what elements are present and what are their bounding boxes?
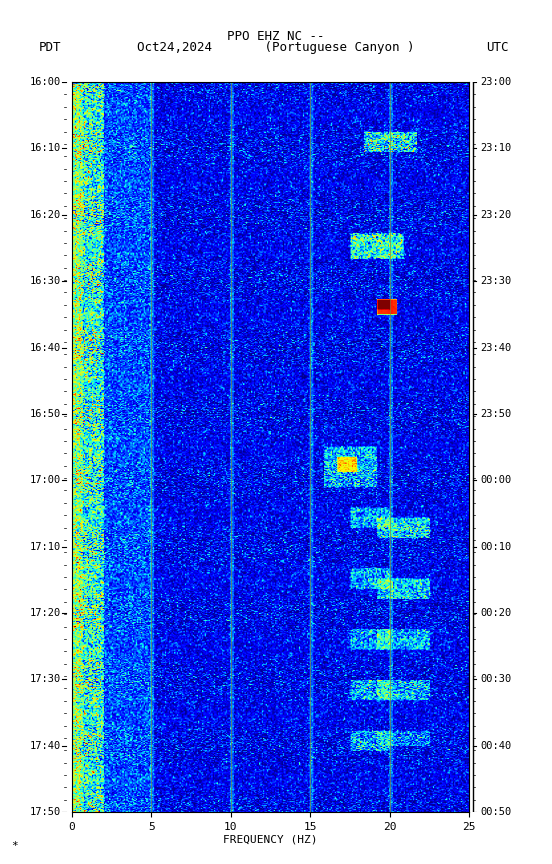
Text: *: * bbox=[11, 841, 18, 851]
Text: 16:30: 16:30 bbox=[30, 276, 61, 286]
Text: 23:50: 23:50 bbox=[480, 409, 511, 419]
Text: 23:30: 23:30 bbox=[480, 276, 511, 286]
Text: 16:10: 16:10 bbox=[30, 143, 61, 154]
Text: 00:50: 00:50 bbox=[480, 807, 511, 817]
Text: 17:10: 17:10 bbox=[30, 542, 61, 552]
Text: 16:20: 16:20 bbox=[30, 210, 61, 219]
Text: 00:00: 00:00 bbox=[480, 475, 511, 486]
Text: PPO EHZ NC --: PPO EHZ NC -- bbox=[227, 30, 325, 43]
Text: 16:50: 16:50 bbox=[30, 409, 61, 419]
Text: Oct24,2024       (Portuguese Canyon ): Oct24,2024 (Portuguese Canyon ) bbox=[137, 41, 415, 54]
Text: 00:20: 00:20 bbox=[480, 608, 511, 618]
Text: 17:50: 17:50 bbox=[30, 807, 61, 817]
Text: 17:40: 17:40 bbox=[30, 740, 61, 751]
Text: 17:20: 17:20 bbox=[30, 608, 61, 618]
Text: UTC: UTC bbox=[486, 41, 508, 54]
Text: 23:00: 23:00 bbox=[480, 77, 511, 87]
Text: 17:00: 17:00 bbox=[30, 475, 61, 486]
Text: 00:10: 00:10 bbox=[480, 542, 511, 552]
Text: 00:30: 00:30 bbox=[480, 675, 511, 684]
Text: 00:40: 00:40 bbox=[480, 740, 511, 751]
Text: 23:40: 23:40 bbox=[480, 342, 511, 353]
Text: 17:30: 17:30 bbox=[30, 675, 61, 684]
Text: PDT: PDT bbox=[39, 41, 61, 54]
Text: 16:00: 16:00 bbox=[30, 77, 61, 87]
Text: 23:20: 23:20 bbox=[480, 210, 511, 219]
Text: 23:10: 23:10 bbox=[480, 143, 511, 154]
X-axis label: FREQUENCY (HZ): FREQUENCY (HZ) bbox=[223, 835, 318, 845]
Text: 16:40: 16:40 bbox=[30, 342, 61, 353]
